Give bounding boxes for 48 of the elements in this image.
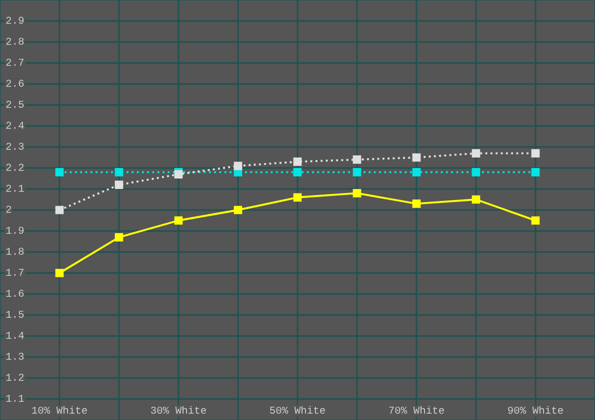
- x-tick-label: 70% White: [389, 406, 444, 414]
- point: [293, 168, 302, 176]
- y-tick-label: 2.9: [6, 16, 24, 24]
- y-tick-label: 1.6: [6, 290, 24, 297]
- point: [472, 195, 480, 204]
- y-tick-label: 1.8: [6, 248, 24, 255]
- y-tick-label: 2.6: [6, 80, 24, 87]
- y-tick-label: 1.4: [6, 332, 24, 339]
- point: [174, 216, 183, 225]
- point: [55, 206, 64, 214]
- y-tick-label: 1.1: [6, 394, 24, 402]
- point: [293, 193, 302, 202]
- point: [412, 200, 421, 208]
- point: [531, 216, 540, 225]
- point: [472, 149, 480, 158]
- y-tick-label: 2.1: [6, 184, 24, 192]
- y-tick-label: 2: [6, 206, 12, 213]
- point: [531, 149, 540, 158]
- point: [352, 155, 362, 164]
- point: [531, 168, 540, 176]
- point: [472, 168, 480, 176]
- point: [114, 180, 124, 189]
- point: [234, 206, 242, 214]
- y-tick-label: 2.5: [6, 100, 24, 108]
- y-tick-label: 2.2: [6, 164, 24, 171]
- y-tick-label: 2.8: [6, 38, 24, 45]
- point: [293, 158, 302, 166]
- y-tick-label: 1.5: [6, 310, 24, 318]
- point: [114, 233, 124, 242]
- y-tick-label: 2.4: [6, 122, 24, 129]
- point: [55, 168, 64, 176]
- y-tick-label: 1.7: [6, 268, 24, 276]
- point: [412, 168, 421, 176]
- y-tick-label: 2.7: [6, 58, 24, 66]
- y-tick-label: 1.3: [6, 352, 24, 360]
- point: [55, 268, 64, 278]
- point: [234, 162, 242, 170]
- point: [114, 168, 124, 176]
- point: [352, 189, 362, 198]
- point: [352, 168, 362, 176]
- x-tick-label: 10% White: [32, 406, 87, 414]
- y-tick-label: 1.9: [6, 226, 24, 234]
- y-tick-label: 1.2: [6, 374, 24, 381]
- y-tick-label: 2.3: [6, 142, 24, 150]
- x-tick-label: 30% White: [151, 406, 206, 414]
- point: [412, 153, 421, 162]
- x-tick-label: 90% White: [508, 406, 563, 414]
- x-tick-label: 50% White: [270, 406, 325, 414]
